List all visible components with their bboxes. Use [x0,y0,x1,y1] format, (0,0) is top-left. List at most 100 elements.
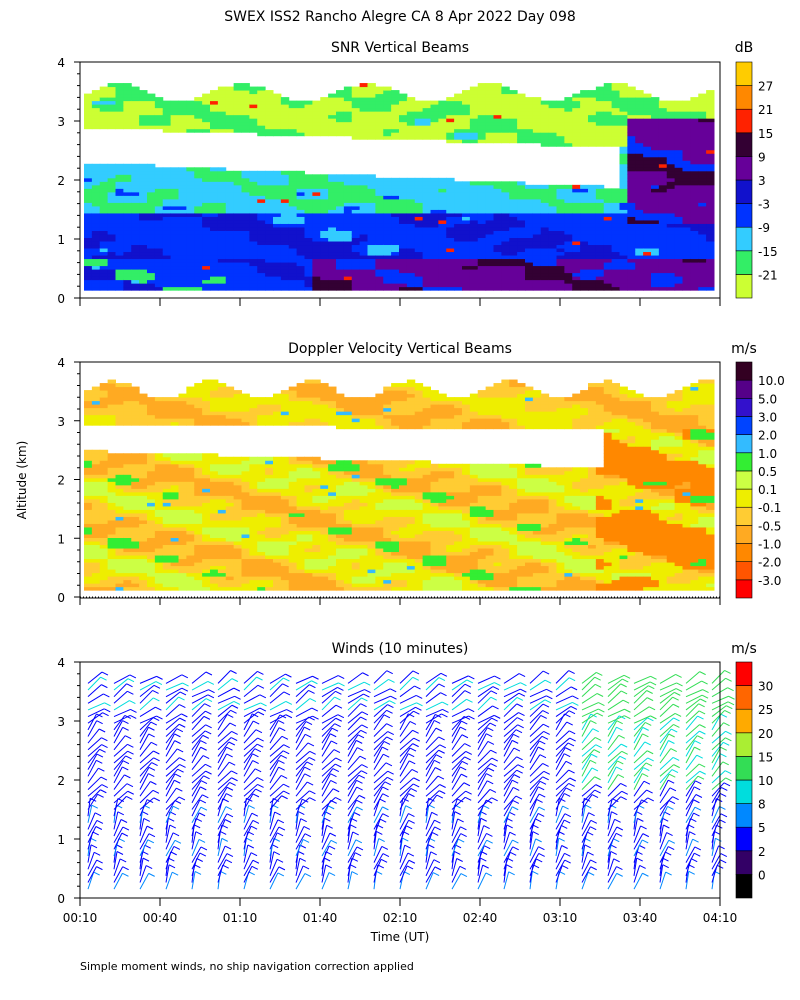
velocity-cell [107,541,116,546]
snr-cell [619,255,628,260]
snr-cell [698,132,707,137]
snr-cell [367,258,376,263]
snr-cell [619,181,628,186]
velocity-cell [249,512,258,517]
snr-cell [611,125,620,130]
snr-cell [619,111,628,116]
snr-cell [485,216,494,221]
snr-cell [627,114,636,119]
snr-cell [241,104,250,109]
snr-cell [619,174,628,179]
snr-cell [556,125,565,130]
snr-cell [131,195,140,200]
snr-cell [123,209,132,214]
snr-cell [698,198,707,203]
snr-cell [532,223,542,228]
velocity-cell [123,390,132,395]
snr-cell [477,233,487,238]
snr-cell [304,212,313,217]
velocity-cell [99,456,109,461]
snr-cell [690,156,699,161]
snr-cell [351,230,361,235]
velocity-cell [241,404,250,409]
snr-cell [619,142,628,147]
snr-cell [131,167,140,172]
snr-cell [706,279,715,284]
snr-cell [674,163,683,168]
snr-cell [525,286,534,291]
snr-cell [154,233,164,238]
snr-cell [383,286,392,291]
snr-cell [556,241,565,246]
snr-cell [359,125,368,130]
snr-cell [84,230,93,235]
snr-cell [430,125,439,130]
snr-cell [635,248,644,253]
velocity-cell [210,390,219,395]
velocity-cell [99,544,109,549]
snr-cell [304,279,313,284]
velocity-cell [202,393,211,398]
snr-cell [312,248,321,253]
snr-cell [304,233,313,238]
snr-cell [643,97,652,102]
snr-cell [320,244,329,249]
snr-cell [241,191,250,196]
snr-cell [217,237,227,242]
snr-cell [115,223,124,228]
velocity-cell [107,544,116,549]
snr-cell [147,248,156,253]
snr-cell [336,286,345,291]
snr-cell [139,188,148,193]
snr-cell [556,195,565,200]
snr-cell [178,174,187,179]
snr-cell [698,279,707,284]
snr-cell [469,188,479,193]
snr-cell [391,202,400,207]
snr-cell [233,258,242,263]
snr-cell [611,251,620,256]
snr-cell [690,255,699,260]
snr-cell [399,118,408,123]
snr-cell [84,107,93,112]
velocity-cell [249,572,258,577]
velocity-cell [115,526,124,531]
velocity-cell [241,586,250,591]
snr-cell [84,262,93,267]
snr-cell [619,251,628,256]
snr-cell [336,100,345,105]
snr-cell [525,114,534,119]
snr-cell [233,237,242,242]
snr-cell [84,191,93,196]
velocity-cell [147,555,156,560]
velocity-cell [194,400,203,405]
snr-cell [406,118,416,123]
snr-cell [588,283,597,288]
snr-cell [485,223,494,228]
snr-cell [178,241,187,246]
snr-cell [414,276,424,281]
snr-cell [430,216,439,221]
snr-cell [288,118,298,123]
snr-cell [454,128,463,133]
snr-cell [666,248,676,253]
velocity-cell [225,467,235,472]
snr-cell [99,283,109,288]
snr-cell [241,219,250,224]
velocity-cell [186,579,195,584]
snr-cell [438,111,447,116]
velocity-cell [225,512,235,517]
snr-cell [288,219,298,224]
velocity-cell [233,491,242,496]
snr-cell [123,233,132,238]
snr-cell [154,269,164,274]
snr-cell [241,276,250,281]
velocity-cell [91,572,101,577]
snr-cell [462,269,471,274]
velocity-cell [186,509,195,514]
snr-cell [666,272,676,277]
snr-cell [540,233,550,238]
snr-cell [399,188,408,193]
snr-cell [178,272,187,277]
